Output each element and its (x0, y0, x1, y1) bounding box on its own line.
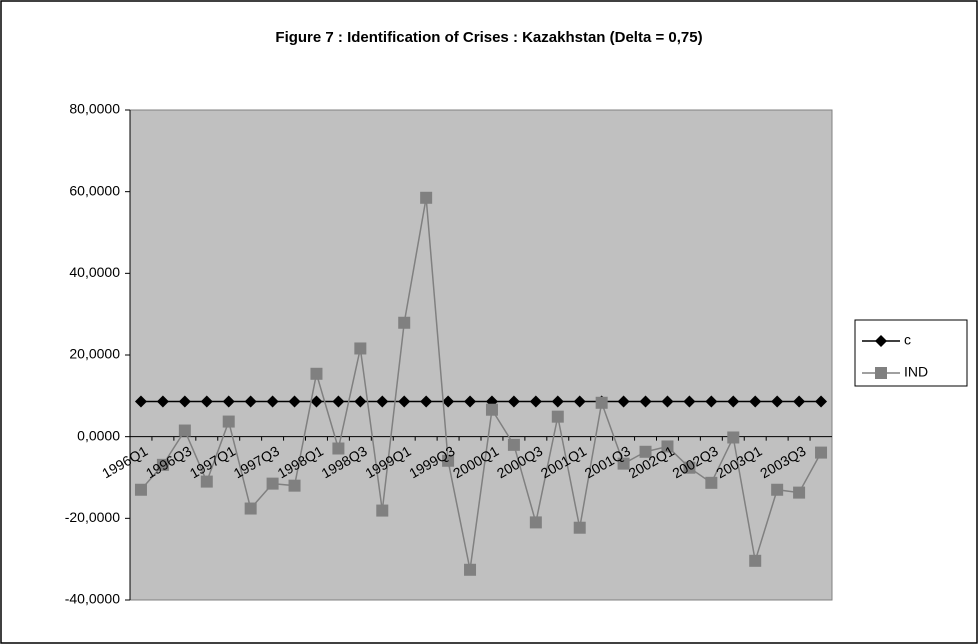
point (793, 395, 806, 408)
point (507, 438, 520, 451)
point (639, 395, 652, 408)
point (398, 316, 411, 329)
point (354, 395, 367, 408)
point (332, 442, 345, 455)
y-tick-label: 60,0000 (69, 182, 120, 198)
point (793, 486, 806, 499)
point (376, 395, 389, 408)
point (573, 521, 586, 534)
point (266, 477, 279, 490)
point (507, 395, 520, 408)
point (266, 395, 279, 408)
point (178, 424, 191, 437)
y-tick-label: 80,0000 (69, 101, 120, 117)
point (464, 563, 477, 576)
y-tick-label: -20,0000 (65, 509, 120, 525)
y-tick-label: 0,0000 (77, 427, 120, 443)
point (529, 516, 542, 529)
point (551, 410, 564, 423)
point (815, 446, 828, 459)
point (288, 479, 301, 492)
point (156, 458, 169, 471)
legend-label: c (904, 332, 911, 348)
point (134, 395, 147, 408)
point (420, 191, 433, 204)
point (156, 395, 169, 408)
point (595, 396, 608, 409)
point (661, 395, 674, 408)
point (222, 395, 235, 408)
y-tick-label: 20,0000 (69, 346, 120, 362)
point (310, 367, 323, 380)
point (222, 415, 235, 428)
y-tick-label: 40,0000 (69, 264, 120, 280)
point (332, 395, 345, 408)
point (442, 395, 455, 408)
point (376, 504, 389, 517)
point (398, 395, 411, 408)
legend-label: IND (904, 364, 928, 380)
point (244, 502, 257, 515)
point (661, 440, 674, 453)
point (617, 457, 630, 470)
point (244, 395, 257, 408)
chart-title: Figure 7 : Identification of Crises : Ka… (275, 29, 702, 46)
point (749, 395, 762, 408)
point (354, 342, 367, 355)
legend-box (854, 319, 968, 387)
point (200, 395, 213, 408)
point (551, 395, 564, 408)
point (705, 476, 718, 489)
point (815, 395, 828, 408)
plot-area (129, 109, 833, 601)
point (683, 395, 696, 408)
point (683, 461, 696, 474)
point (705, 395, 718, 408)
point (310, 395, 323, 408)
point (485, 403, 498, 416)
point (420, 395, 433, 408)
point (288, 395, 301, 408)
point (464, 395, 477, 408)
y-tick-label: -40,0000 (65, 591, 120, 607)
point (617, 395, 630, 408)
point (442, 454, 455, 467)
point (727, 395, 740, 408)
point (639, 445, 652, 458)
point (771, 483, 784, 496)
point (727, 431, 740, 444)
point (573, 395, 586, 408)
point (134, 483, 147, 496)
legend-marker (875, 335, 887, 347)
point (200, 475, 213, 488)
point (749, 554, 762, 567)
legend-marker (875, 367, 887, 379)
point (178, 395, 191, 408)
point (529, 395, 542, 408)
point (771, 395, 784, 408)
